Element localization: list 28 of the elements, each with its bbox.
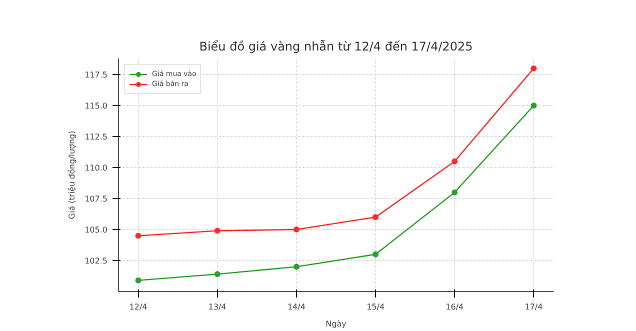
point <box>372 251 379 258</box>
x-axis-title: Ngày <box>326 320 347 328</box>
y-tick-label: 107.5 <box>84 194 108 204</box>
x-tick-label: 14/4 <box>287 302 306 312</box>
point <box>293 264 300 270</box>
x-tick-label: 13/4 <box>208 302 226 312</box>
chart-title: Biểu đồ giá vàng nhẫn từ 12/4 đến 17/4/2025 <box>199 40 473 54</box>
point <box>293 226 300 233</box>
point <box>530 65 537 72</box>
x-tick-label: 12/4 <box>129 302 148 312</box>
point <box>530 102 537 109</box>
point <box>452 189 458 196</box>
point <box>214 271 220 278</box>
y-tick-label: 112.5 <box>84 132 108 142</box>
y-tick-label: 110.0 <box>84 164 108 173</box>
point <box>452 158 458 164</box>
point <box>214 228 220 234</box>
y-tick-label: 115.0 <box>84 102 108 111</box>
x-tick-label: 15/4 <box>366 302 385 312</box>
y-tick-label: 117.5 <box>84 70 108 80</box>
y-axis-title: Giá (triệu đồng/lượng) <box>68 130 77 220</box>
point <box>135 277 142 284</box>
x-tick-label: 16/4 <box>446 302 464 312</box>
y-tick-label: 102.5 <box>84 256 108 266</box>
y-tick-label: 105.0 <box>84 226 108 235</box>
point <box>135 232 142 239</box>
point <box>372 214 379 220</box>
x-tick-label: 17/4 <box>524 302 543 312</box>
